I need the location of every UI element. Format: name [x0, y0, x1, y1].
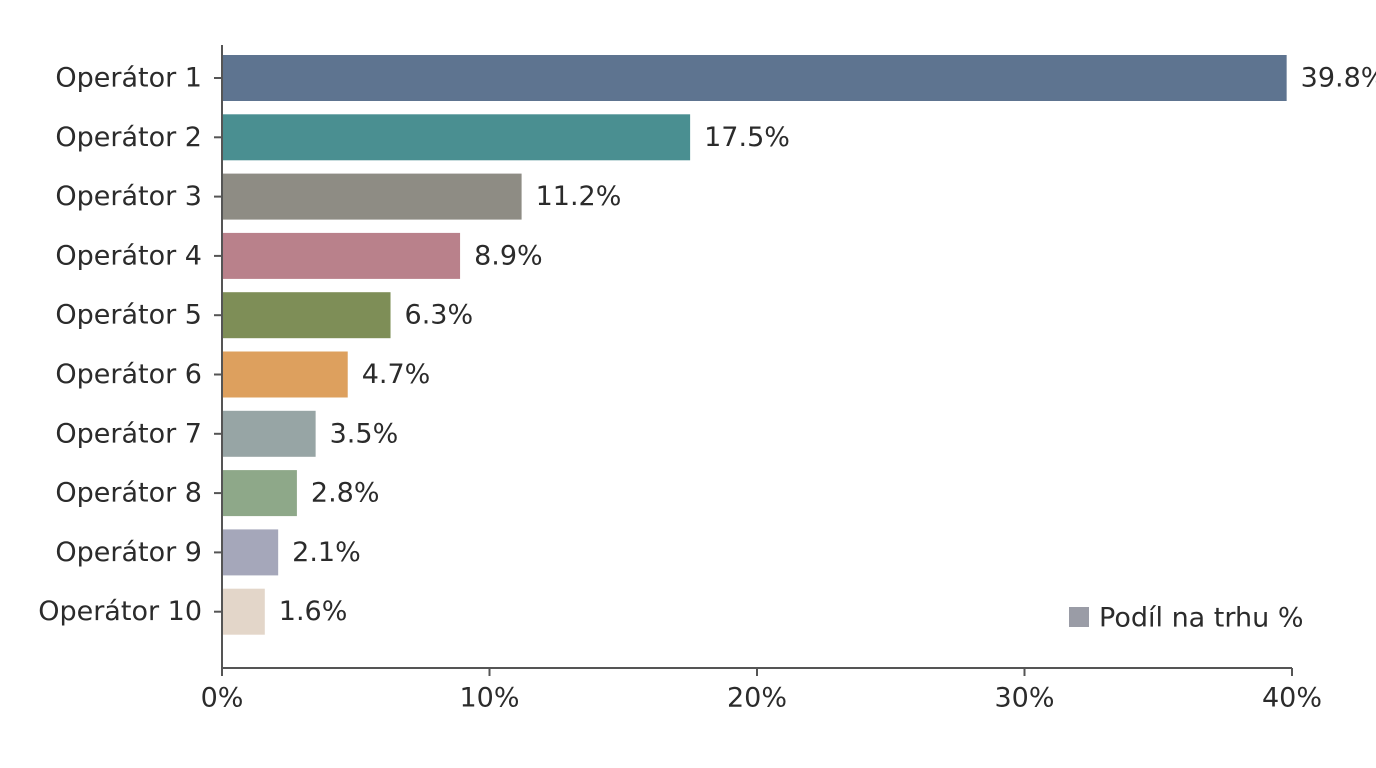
- bar-2: [223, 114, 691, 161]
- x-tick-label: 0%: [201, 683, 244, 714]
- x-tick-label: 10%: [459, 683, 519, 714]
- category-label: Operátor 4: [55, 240, 202, 271]
- labels-layer: Operátor 1 39.8% Operátor 2 17.5% Operátor 3…: [38, 63, 1376, 628]
- legend-swatch: [1069, 607, 1089, 627]
- bar-7: [223, 410, 316, 457]
- value-label: 39.8%: [1301, 63, 1376, 94]
- bar-1: [223, 55, 1287, 101]
- bars-layer: [223, 55, 1287, 635]
- x-tick-label: 30%: [994, 683, 1054, 714]
- bar-5: [223, 292, 391, 339]
- category-label: Operátor 5: [55, 300, 202, 331]
- bar-6: [223, 351, 348, 398]
- value-label: 11.2%: [536, 181, 622, 212]
- value-label: 8.9%: [474, 240, 543, 271]
- value-label: 4.7%: [362, 359, 431, 390]
- category-label: Operátor 10: [38, 596, 202, 627]
- category-label: Operátor 8: [55, 478, 202, 509]
- bar-9: [223, 529, 279, 576]
- value-label: 2.8%: [311, 478, 380, 509]
- value-label: 6.3%: [405, 300, 474, 331]
- value-label: 3.5%: [330, 418, 399, 449]
- legend: Podíl na trhu %: [1069, 603, 1303, 634]
- category-label: Operátor 9: [55, 537, 202, 568]
- value-label: 2.1%: [292, 537, 361, 568]
- category-label: Operátor 7: [55, 418, 202, 449]
- legend-label: Podíl na trhu %: [1099, 603, 1303, 634]
- axes-layer: 0% 10% 20% 30% 40%: [201, 45, 1322, 714]
- bar-3: [223, 173, 522, 220]
- bar-8: [223, 470, 297, 517]
- bar-10: [223, 588, 265, 635]
- x-tick-label: 40%: [1262, 683, 1322, 714]
- value-label: 1.6%: [279, 596, 348, 627]
- category-label: Operátor 2: [55, 122, 202, 153]
- category-label: Operátor 1: [55, 63, 202, 94]
- category-label: Operátor 3: [55, 181, 202, 212]
- x-tick-label: 20%: [727, 683, 787, 714]
- category-label: Operátor 6: [55, 359, 202, 390]
- bar-4: [223, 232, 461, 279]
- value-label: 17.5%: [704, 122, 790, 153]
